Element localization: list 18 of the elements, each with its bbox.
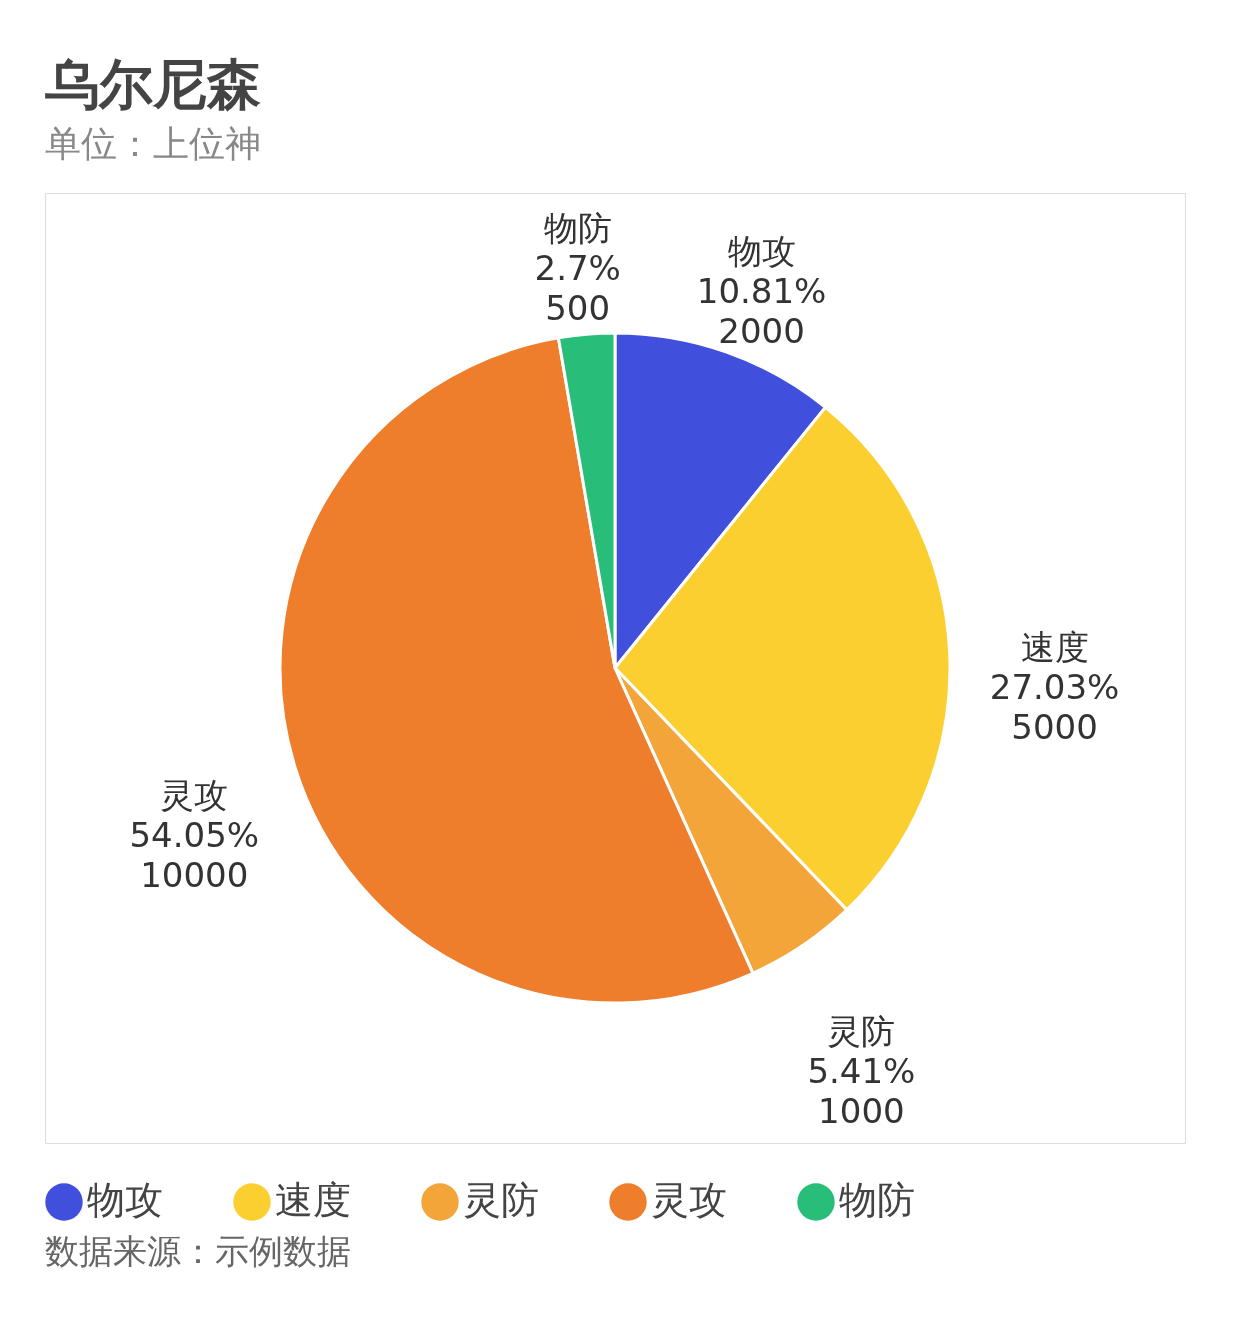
source-note: 数据来源：示例数据 (45, 1231, 351, 1271)
data-label: 54.05% 10000 (129, 814, 260, 895)
slice-label: 灵防 (827, 1010, 896, 1051)
slice-label: 灵攻 (160, 774, 229, 815)
data-label: 5.41% 1000 (807, 1050, 916, 1131)
slice-label: 速度 (1020, 627, 1089, 668)
legend-label: 灵攻 (651, 1178, 727, 1222)
legend-label: 物防 (839, 1178, 915, 1222)
legend-label: 速度 (275, 1178, 351, 1222)
data-label: 27.03% 5000 (989, 667, 1120, 748)
data-label: 10.81% 2000 (696, 271, 827, 352)
data-label: 2.7% 500 (534, 247, 621, 328)
chart-subtitle: 单位：上位神 (45, 123, 261, 164)
slice-label: 物防 (543, 207, 612, 248)
legend-label: 灵防 (463, 1178, 539, 1222)
legend-label: 物攻 (87, 1178, 163, 1222)
chart-title: 乌尔尼森 (45, 53, 261, 116)
slice-label: 物攻 (727, 231, 796, 272)
